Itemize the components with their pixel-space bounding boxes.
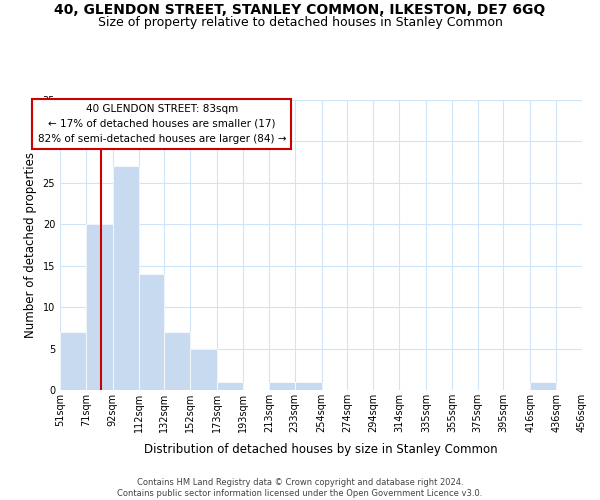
Bar <box>164 332 190 390</box>
Bar <box>86 224 113 390</box>
Bar <box>530 382 556 390</box>
Bar <box>139 274 164 390</box>
Bar <box>190 348 217 390</box>
Bar <box>113 166 139 390</box>
Text: Contains HM Land Registry data © Crown copyright and database right 2024.
Contai: Contains HM Land Registry data © Crown c… <box>118 478 482 498</box>
Text: 40, GLENDON STREET, STANLEY COMMON, ILKESTON, DE7 6GQ: 40, GLENDON STREET, STANLEY COMMON, ILKE… <box>55 2 545 16</box>
Bar <box>60 332 86 390</box>
Text: Size of property relative to detached houses in Stanley Common: Size of property relative to detached ho… <box>98 16 502 29</box>
Bar <box>295 382 322 390</box>
Y-axis label: Number of detached properties: Number of detached properties <box>24 152 37 338</box>
Text: Distribution of detached houses by size in Stanley Common: Distribution of detached houses by size … <box>144 442 498 456</box>
Bar <box>217 382 243 390</box>
Bar <box>269 382 295 390</box>
Text: 40 GLENDON STREET: 83sqm
← 17% of detached houses are smaller (17)
82% of semi-d: 40 GLENDON STREET: 83sqm ← 17% of detach… <box>38 104 286 144</box>
